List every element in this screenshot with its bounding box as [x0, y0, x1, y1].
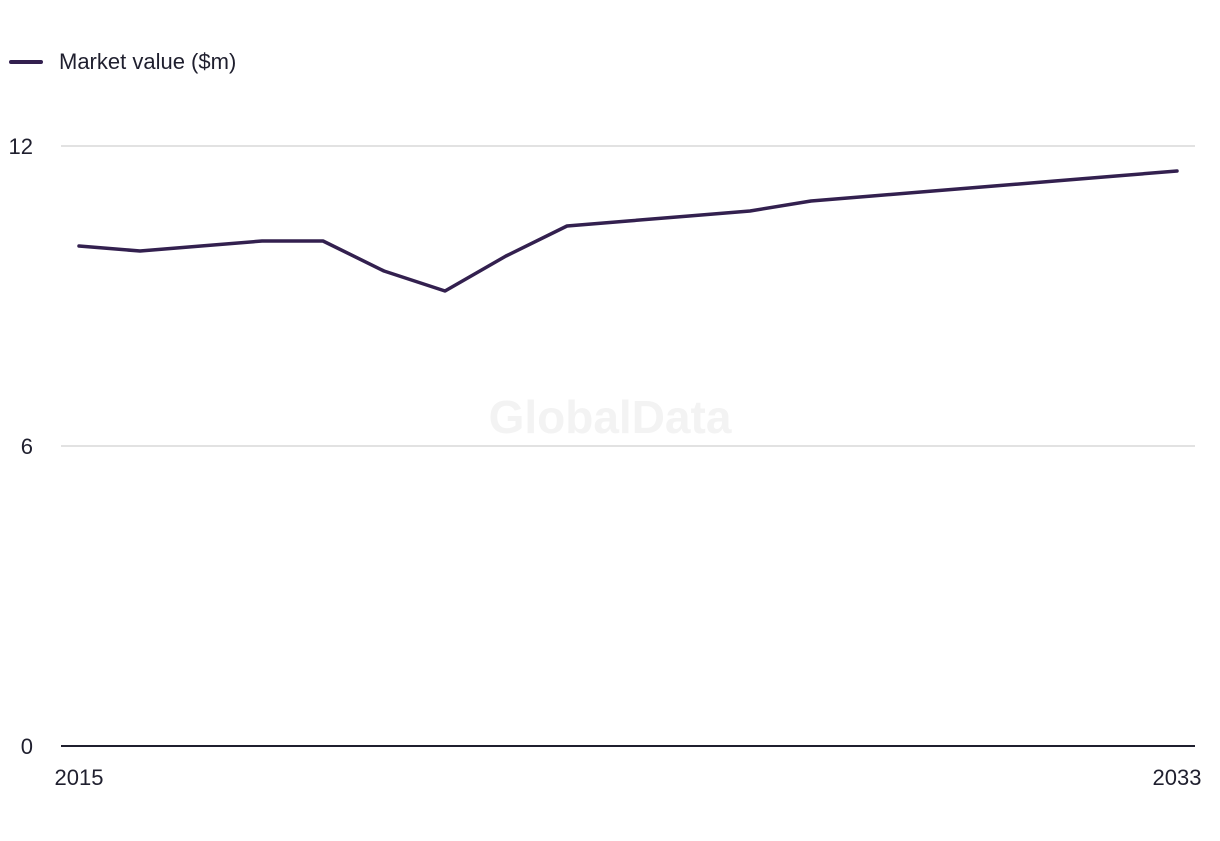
watermark: GlobalData: [489, 391, 732, 443]
data-point: [870, 194, 874, 198]
data-point: [321, 239, 325, 243]
data-point: [626, 219, 630, 223]
y-tick-label: 6: [21, 434, 33, 459]
gridlines: [61, 145, 1195, 447]
data-point: [992, 184, 996, 188]
data-point: [443, 289, 447, 293]
legend-label: Market value ($m): [59, 49, 236, 74]
y-axis-ticks: 0 6 12: [9, 134, 33, 759]
series-line: [77, 169, 1179, 293]
data-point: [809, 199, 813, 203]
data-point: [504, 254, 508, 258]
series-layer: [77, 169, 1179, 293]
data-point: [565, 224, 569, 228]
y-tick-label: 12: [9, 134, 33, 159]
data-point: [931, 189, 935, 193]
legend: Market value ($m): [9, 49, 236, 74]
x-axis-ticks: 2015 2033: [55, 765, 1202, 790]
data-point: [1175, 169, 1179, 173]
data-point: [687, 214, 691, 218]
data-point: [1053, 179, 1057, 183]
data-point: [748, 209, 752, 213]
data-point: [260, 239, 264, 243]
data-point: [199, 244, 203, 248]
x-tick-label: 2015: [55, 765, 104, 790]
x-tick-label: 2033: [1153, 765, 1202, 790]
data-point: [1114, 174, 1118, 178]
data-point: [382, 269, 386, 273]
y-tick-label: 0: [21, 734, 33, 759]
data-point: [77, 244, 81, 248]
data-point: [138, 249, 142, 253]
